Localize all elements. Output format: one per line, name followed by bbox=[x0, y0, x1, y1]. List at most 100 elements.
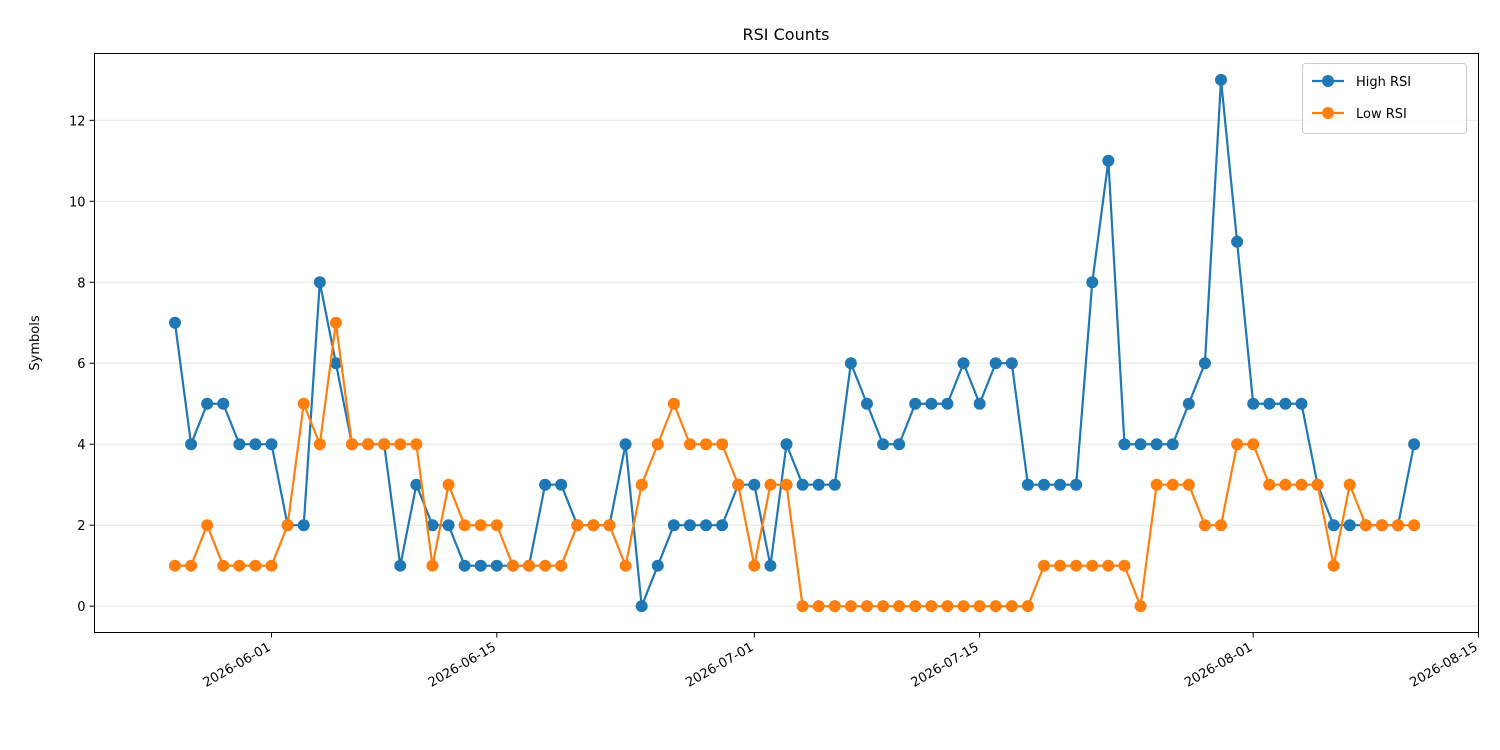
data-point-low-rsi bbox=[571, 519, 584, 532]
data-point-high-rsi bbox=[796, 478, 809, 491]
data-point-high-rsi bbox=[877, 438, 890, 451]
data-point-low-rsi bbox=[1247, 438, 1260, 451]
data-point-low-rsi bbox=[523, 559, 536, 572]
y-tick-label: 6 bbox=[77, 357, 85, 372]
data-point-low-rsi bbox=[329, 316, 342, 329]
data-point-low-rsi bbox=[957, 600, 970, 613]
data-point-low-rsi bbox=[233, 559, 246, 572]
data-point-low-rsi bbox=[1279, 478, 1292, 491]
data-point-high-rsi bbox=[1343, 519, 1356, 532]
data-point-high-rsi bbox=[474, 559, 487, 572]
data-point-high-rsi bbox=[217, 397, 230, 410]
data-point-high-rsi bbox=[1279, 397, 1292, 410]
data-point-low-rsi bbox=[185, 559, 198, 572]
data-point-high-rsi bbox=[265, 438, 278, 451]
data-point-high-rsi bbox=[426, 519, 439, 532]
data-point-high-rsi bbox=[748, 478, 761, 491]
data-point-high-rsi bbox=[780, 438, 793, 451]
data-point-low-rsi bbox=[1134, 600, 1147, 613]
data-point-low-rsi bbox=[1408, 519, 1421, 532]
data-point-high-rsi bbox=[1198, 357, 1211, 370]
data-point-low-rsi bbox=[442, 478, 455, 491]
data-point-low-rsi bbox=[941, 600, 954, 613]
data-point-high-rsi bbox=[941, 397, 954, 410]
data-point-high-rsi bbox=[989, 357, 1002, 370]
data-point-low-rsi bbox=[1263, 478, 1276, 491]
data-point-high-rsi bbox=[957, 357, 970, 370]
data-point-low-rsi bbox=[667, 397, 680, 410]
data-point-low-rsi bbox=[1392, 519, 1405, 532]
y-tick-label: 12 bbox=[69, 114, 86, 129]
data-point-low-rsi bbox=[555, 559, 568, 572]
data-point-low-rsi bbox=[796, 600, 809, 613]
data-point-high-rsi bbox=[555, 478, 568, 491]
x-tick-label: 2026-08-01 bbox=[1182, 640, 1255, 691]
data-point-low-rsi bbox=[1182, 478, 1195, 491]
data-point-high-rsi bbox=[1295, 397, 1308, 410]
data-point-high-rsi bbox=[700, 519, 713, 532]
data-point-low-rsi bbox=[651, 438, 664, 451]
data-point-low-rsi bbox=[1166, 478, 1179, 491]
y-tick-label: 0 bbox=[77, 600, 85, 615]
data-point-low-rsi bbox=[877, 600, 890, 613]
data-point-high-rsi bbox=[893, 438, 906, 451]
data-point-low-rsi bbox=[1102, 559, 1115, 572]
data-point-high-rsi bbox=[1263, 397, 1276, 410]
y-gridlines bbox=[94, 119, 1479, 607]
data-point-high-rsi bbox=[1166, 438, 1179, 451]
data-point-low-rsi bbox=[1231, 438, 1244, 451]
data-point-low-rsi bbox=[1054, 559, 1067, 572]
data-point-low-rsi bbox=[1359, 519, 1372, 532]
data-point-low-rsi bbox=[635, 478, 648, 491]
data-point-low-rsi bbox=[828, 600, 841, 613]
data-point-low-rsi bbox=[683, 438, 696, 451]
data-point-high-rsi bbox=[442, 519, 455, 532]
data-point-low-rsi bbox=[1005, 600, 1018, 613]
data-point-low-rsi bbox=[539, 559, 552, 572]
data-point-low-rsi bbox=[265, 559, 278, 572]
data-point-low-rsi bbox=[732, 478, 745, 491]
data-point-low-rsi bbox=[249, 559, 262, 572]
data-point-high-rsi bbox=[1021, 478, 1034, 491]
data-point-low-rsi bbox=[1198, 519, 1211, 532]
data-point-high-rsi bbox=[1037, 478, 1050, 491]
data-point-low-rsi bbox=[780, 478, 793, 491]
data-point-low-rsi bbox=[458, 519, 471, 532]
x-tick-label: 2026-08-15 bbox=[1408, 640, 1481, 691]
x-tick-label: 2026-07-15 bbox=[909, 640, 982, 691]
data-point-low-rsi bbox=[989, 600, 1002, 613]
data-point-high-rsi bbox=[716, 519, 729, 532]
y-tick-label: 8 bbox=[77, 276, 85, 291]
data-point-high-rsi bbox=[168, 316, 181, 329]
data-point-low-rsi bbox=[345, 438, 358, 451]
data-point-low-rsi bbox=[201, 519, 214, 532]
data-point-low-rsi bbox=[973, 600, 986, 613]
y-tick-label: 10 bbox=[69, 195, 86, 210]
data-point-high-rsi bbox=[860, 397, 873, 410]
data-point-high-rsi bbox=[1231, 235, 1244, 248]
data-point-low-rsi bbox=[426, 559, 439, 572]
data-point-high-rsi bbox=[1070, 478, 1083, 491]
data-point-low-rsi bbox=[297, 397, 310, 410]
legend-marker-high-rsi bbox=[1322, 75, 1334, 87]
data-point-high-rsi bbox=[1005, 357, 1018, 370]
data-point-low-rsi bbox=[490, 519, 503, 532]
data-point-low-rsi bbox=[844, 600, 857, 613]
data-point-high-rsi bbox=[410, 478, 423, 491]
data-point-high-rsi bbox=[1054, 478, 1067, 491]
data-point-high-rsi bbox=[812, 478, 825, 491]
data-point-low-rsi bbox=[716, 438, 729, 451]
chart-title: RSI Counts bbox=[743, 25, 830, 44]
data-point-low-rsi bbox=[281, 519, 294, 532]
series-line-high-rsi bbox=[173, 78, 1416, 608]
data-point-low-rsi bbox=[474, 519, 487, 532]
data-point-low-rsi bbox=[394, 438, 407, 451]
data-point-low-rsi bbox=[168, 559, 181, 572]
x-tick-label: 2026-06-01 bbox=[201, 640, 274, 691]
data-point-low-rsi bbox=[1327, 559, 1340, 572]
data-point-high-rsi bbox=[329, 357, 342, 370]
legend: High RSI Low RSI bbox=[1302, 63, 1467, 134]
data-point-low-rsi bbox=[603, 519, 616, 532]
data-point-low-rsi bbox=[812, 600, 825, 613]
